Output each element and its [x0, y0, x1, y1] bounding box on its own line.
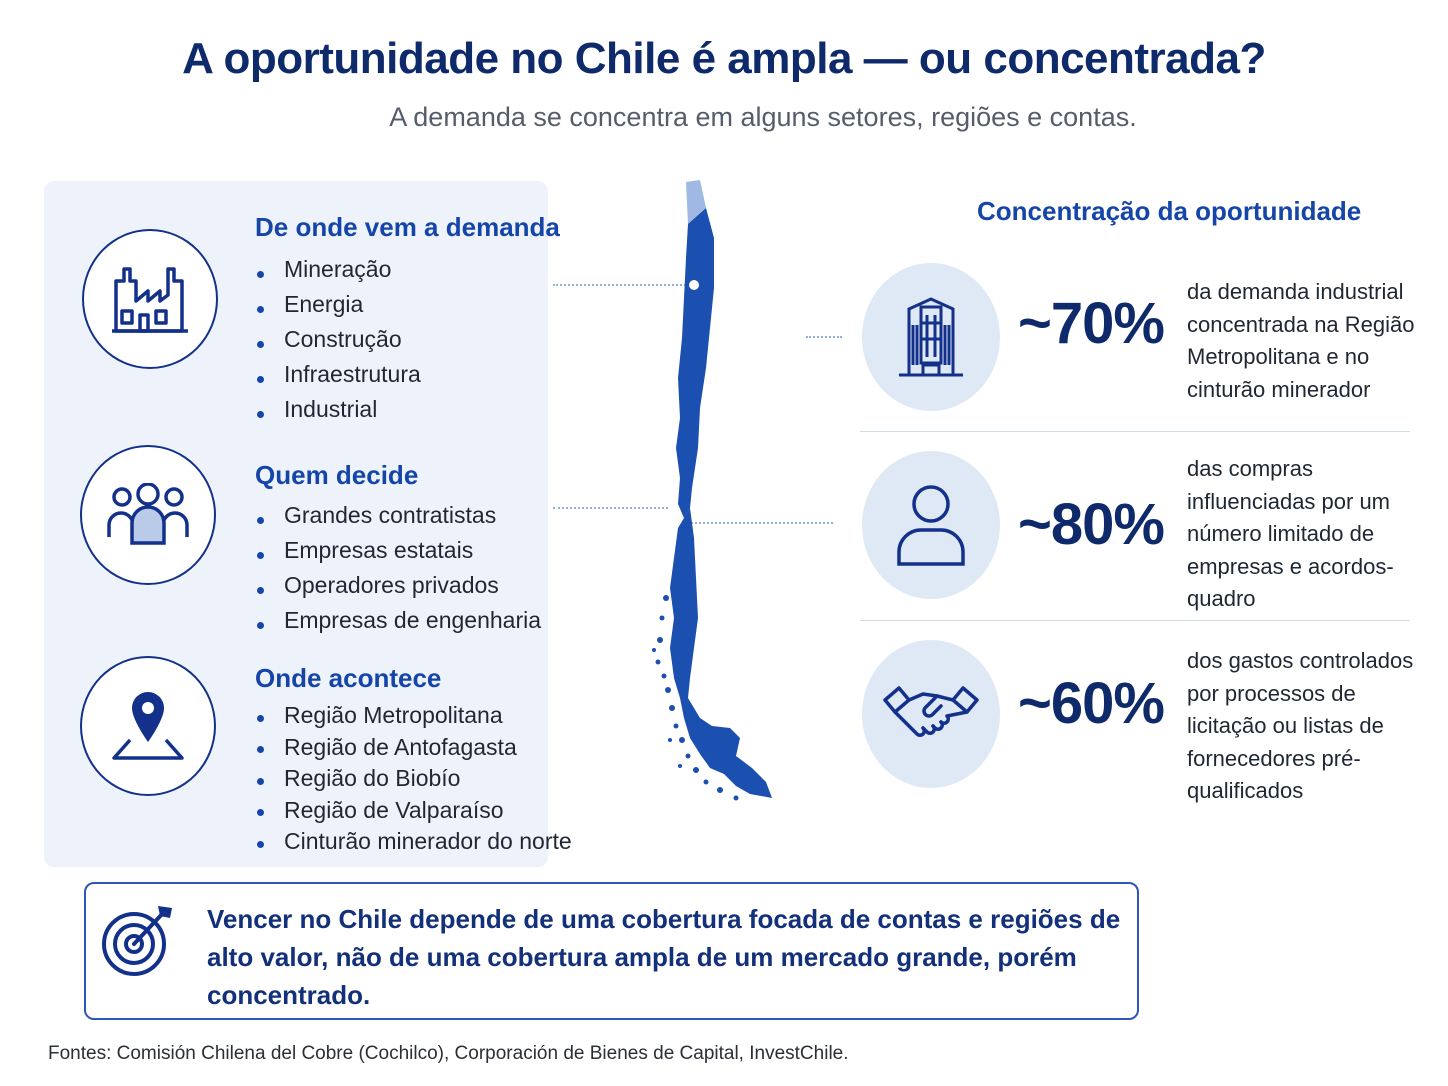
- connector-line: [806, 336, 842, 338]
- target-icon: [102, 906, 172, 976]
- factory-icon-circle: [82, 229, 218, 369]
- connector-line: [683, 522, 833, 524]
- list-item: Região do Biobío: [255, 765, 572, 797]
- stat-value: ~70%: [1018, 291, 1165, 356]
- key-takeaway-box: [84, 882, 1139, 1020]
- list-item: Cinturão minerador do norte: [255, 828, 572, 860]
- list-item: Energia: [255, 291, 421, 326]
- list-item: Industrial: [255, 396, 421, 431]
- list-item: Infraestrutura: [255, 361, 421, 396]
- map-marker-central: [670, 518, 680, 528]
- regions-list: Região Metropolitana Região de Antofagas…: [255, 702, 572, 860]
- list-item: Mineração: [255, 256, 421, 291]
- group-title-decision-makers: Quem decide: [255, 460, 419, 490]
- list-item: Região de Antofagasta: [255, 734, 572, 766]
- page-title: A oportunidade no Chile é ampla — ou con…: [182, 34, 1266, 83]
- handshake-icon: [883, 686, 979, 737]
- people-group-icon: [107, 483, 189, 545]
- demand-source-list: Mineração Energia Construção Infraestrut…: [255, 256, 421, 431]
- page-subtitle: A demanda se concentra em alguns setores…: [389, 102, 1137, 132]
- stat-value: ~60%: [1018, 671, 1165, 736]
- location-icon-circle: [80, 656, 216, 796]
- handshake-icon-circle: [862, 640, 1000, 788]
- connector-line: [553, 507, 668, 509]
- connector-line: [553, 284, 693, 286]
- stat-value: ~80%: [1018, 492, 1165, 557]
- list-item: Empresas estatais: [255, 537, 541, 572]
- decision-makers-list: Grandes contratistas Empresas estatais O…: [255, 502, 541, 642]
- list-item: Região Metropolitana: [255, 702, 572, 734]
- stat-description: dos gastos controlados por processos de …: [1187, 648, 1414, 803]
- people-icon-circle: [80, 445, 216, 585]
- right-panel-title: Concentração da oportunidade: [977, 196, 1362, 226]
- location-pin-icon: [112, 692, 184, 760]
- divider: [860, 431, 1410, 432]
- divider: [860, 620, 1410, 621]
- stat-description: das compras influenciadas por um número …: [1187, 456, 1394, 611]
- map-marker-north: [689, 280, 699, 290]
- list-item: Empresas de engenharia: [255, 607, 541, 642]
- building-icon: [899, 297, 963, 377]
- list-item: Construção: [255, 326, 421, 361]
- building-icon-circle: [862, 263, 1000, 411]
- list-item: Grandes contratistas: [255, 502, 541, 537]
- chile-map-icon: [652, 180, 772, 801]
- group-title-demand-source: De onde vem a demanda: [255, 212, 560, 242]
- person-icon: [897, 485, 965, 566]
- group-title-where: Onde acontece: [255, 663, 442, 693]
- list-item: Operadores privados: [255, 572, 541, 607]
- person-icon-circle: [862, 451, 1000, 599]
- list-item: Região de Valparaíso: [255, 797, 572, 829]
- sources-footnote: Fontes: Comisión Chilena del Cobre (Coch…: [48, 1043, 849, 1064]
- key-takeaway-text: Vencer no Chile depende de uma cobertura…: [207, 904, 1121, 1010]
- factory-icon: [112, 267, 188, 333]
- stat-description: da demanda industrial concentrada na Reg…: [1187, 279, 1415, 402]
